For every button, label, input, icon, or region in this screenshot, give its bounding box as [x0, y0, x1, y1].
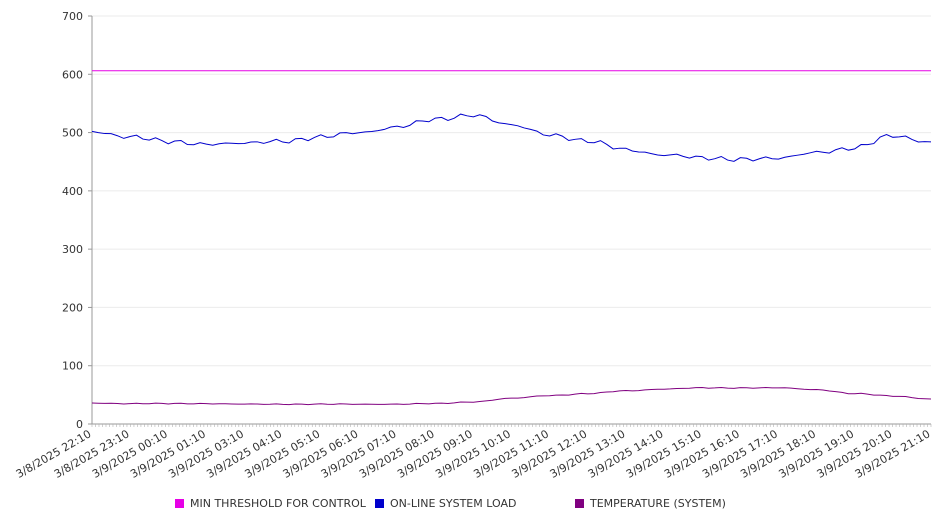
series-lines	[91, 70, 932, 406]
legend-swatch-min-threshold	[175, 499, 184, 508]
axes	[88, 15, 932, 427]
y-axis-ticks: 0 100 200 300 400 500 600 700	[62, 10, 83, 431]
y-tick-label: 200	[62, 301, 83, 314]
series-line-2	[91, 386, 932, 406]
legend-label-system-load: ON-LINE SYSTEM LOAD	[390, 497, 517, 510]
legend: MIN THRESHOLD FOR CONTROL ON-LINE SYSTEM…	[0, 497, 946, 515]
x-axis-ticks: 3/8/2025 22:103/8/2025 23:103/9/2025 00:…	[14, 427, 933, 481]
y-tick-label: 0	[76, 418, 83, 431]
y-tick-label: 600	[62, 68, 83, 81]
legend-item-temperature: TEMPERATURE (SYSTEM)	[575, 497, 726, 510]
legend-swatch-temperature	[575, 499, 584, 508]
y-tick-label: 400	[62, 185, 83, 198]
y-tick-label: 300	[62, 243, 83, 256]
legend-label-temperature: TEMPERATURE (SYSTEM)	[590, 497, 726, 510]
legend-swatch-system-load	[375, 499, 384, 508]
y-tick-label: 500	[62, 127, 83, 140]
grid-lines	[92, 15, 931, 367]
legend-item-system-load: ON-LINE SYSTEM LOAD	[375, 497, 516, 510]
y-tick-label: 100	[62, 360, 83, 373]
legend-label-min-threshold: MIN THRESHOLD FOR CONTROL	[190, 497, 366, 510]
legend-item-min-threshold: MIN THRESHOLD FOR CONTROL	[175, 497, 366, 510]
y-tick-label: 700	[62, 10, 83, 23]
series-line-1	[91, 113, 932, 162]
